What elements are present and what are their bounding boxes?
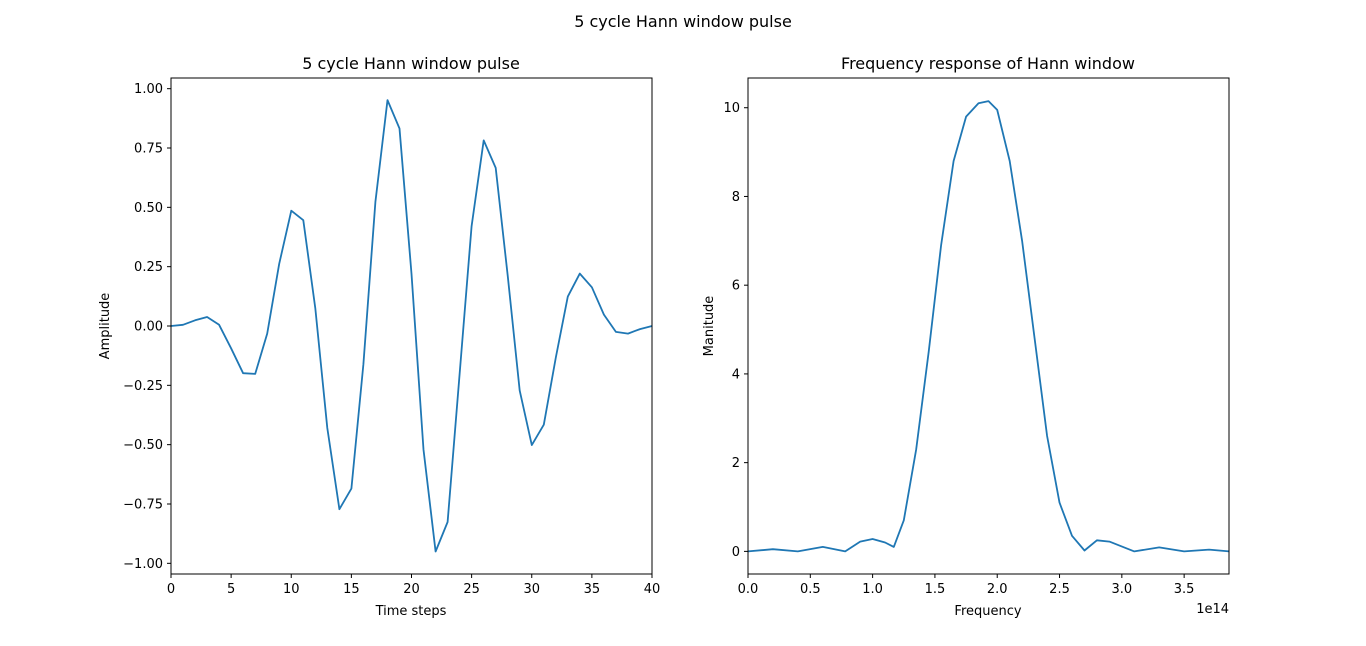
left-chart-x-tick-label: 0 xyxy=(167,582,175,597)
right-chart-ylabel: Manitude xyxy=(702,296,717,357)
left-chart-xlabel: Time steps xyxy=(375,604,447,619)
left-chart-x-tick-label: 40 xyxy=(644,582,661,597)
right-chart-y-tick-label: 8 xyxy=(732,190,740,205)
left-chart-title: 5 cycle Hann window pulse xyxy=(302,54,520,73)
figure-suptitle: 5 cycle Hann window pulse xyxy=(574,12,792,31)
right-chart-y-axis-ticks: 0 2 4 6 8 10 xyxy=(723,101,748,560)
left-chart-frame xyxy=(170,77,653,575)
left-chart-y-tick-label: 0.75 xyxy=(134,142,163,157)
right-chart-x-axis-ticks: 0.0 0.5 1.0 1.5 2.0 2.5 3.0 3.5 xyxy=(738,574,1195,597)
right-chart-x-tick-label: 1.0 xyxy=(862,582,883,597)
right-chart-frequency: Frequency response of Hann window 0.0 0.5… xyxy=(702,54,1230,619)
left-chart-y-tick-label: −0.50 xyxy=(123,438,163,453)
left-chart-y-tick-label: −1.00 xyxy=(123,557,163,572)
right-chart-y-tick-label: 4 xyxy=(732,367,740,382)
left-chart-x-tick-label: 10 xyxy=(283,582,300,597)
right-chart-y-tick-label: 2 xyxy=(732,456,740,471)
left-chart-y-tick-label: 1.00 xyxy=(134,82,163,97)
left-chart-line-group xyxy=(170,99,653,553)
left-chart-y-tick-label: 0.00 xyxy=(134,320,163,335)
right-chart-y-tick-label: 10 xyxy=(723,101,740,116)
left-chart-x-tick-label: 35 xyxy=(584,582,601,597)
right-chart-y-tick-label: 6 xyxy=(732,279,740,294)
right-chart-xlabel: Frequency xyxy=(954,604,1021,619)
left-chart-y-tick-label: −0.25 xyxy=(123,379,163,394)
right-chart-y-tick-label: 0 xyxy=(732,545,740,560)
right-chart-x-offset-label: 1e14 xyxy=(1196,602,1229,617)
right-chart-line-group xyxy=(747,100,1230,553)
left-chart-x-tick-label: 15 xyxy=(343,582,360,597)
right-chart-x-tick-label: 2.0 xyxy=(987,582,1008,597)
right-chart-x-tick-label: 0.5 xyxy=(800,582,821,597)
right-chart-x-tick-label: 2.5 xyxy=(1049,582,1070,597)
right-chart-title: Frequency response of Hann window xyxy=(841,54,1135,73)
left-chart-ylabel: Amplitude xyxy=(98,293,113,360)
left-chart-pulse: 5 cycle Hann window pulse 0 5 10 15 20 25 30 35… xyxy=(98,54,660,619)
left-chart-y-tick-label: 0.50 xyxy=(134,201,163,216)
left-chart-series-line-0 xyxy=(170,99,653,553)
left-chart-y-axis-ticks: −1.00 −0.75 −0.50 −0.25 0.00 0.25 0.50 0.75 1.00 xyxy=(123,82,171,572)
left-chart-x-tick-label: 5 xyxy=(227,582,235,597)
left-chart-x-tick-label: 30 xyxy=(523,582,540,597)
right-chart-x-tick-label: 3.0 xyxy=(1111,582,1132,597)
left-chart-x-axis-ticks: 0 5 10 15 20 25 30 35 40 xyxy=(167,574,660,597)
left-chart-x-tick-label: 25 xyxy=(463,582,480,597)
left-chart-y-tick-label: −0.75 xyxy=(123,497,163,512)
left-chart-y-tick-label: 0.25 xyxy=(134,260,163,275)
left-chart-x-tick-label: 20 xyxy=(403,582,420,597)
right-chart-series-line-0 xyxy=(747,100,1230,553)
right-chart-x-tick-label: 1.5 xyxy=(925,582,946,597)
right-chart-x-tick-label: 3.5 xyxy=(1174,582,1195,597)
right-chart-x-tick-label: 0.0 xyxy=(738,582,759,597)
right-chart-frame xyxy=(747,77,1230,575)
